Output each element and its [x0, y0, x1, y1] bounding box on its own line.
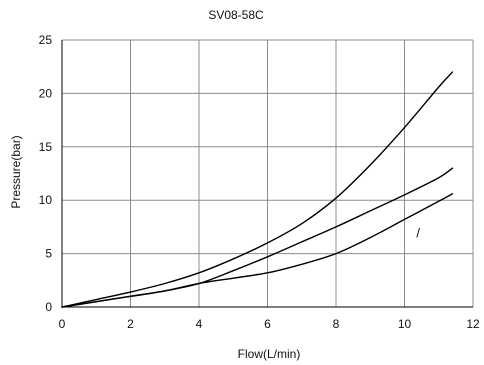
series-line-3 — [61, 193, 454, 308]
axes — [61, 40, 473, 308]
x-tick-label-4: 8 — [333, 317, 340, 331]
x-axis-title: Flow(L/min) — [238, 347, 301, 361]
annotations: / — [416, 226, 420, 241]
y-tick-label-2: 10 — [39, 193, 53, 207]
tick-labels: 0 2 4 6 8 10 12 0 5 10 15 20 25 — [39, 33, 480, 331]
y-tick-label-4: 20 — [39, 86, 53, 100]
x-tick-label-2: 4 — [196, 317, 203, 331]
grid-lines — [62, 39, 474, 307]
x-tick-label-0: 0 — [59, 317, 66, 331]
series-lines — [61, 71, 454, 308]
series-line-1 — [61, 71, 454, 308]
y-tick-label-0: 0 — [45, 300, 52, 314]
x-tick-label-6: 12 — [466, 317, 480, 331]
annotation-1: / — [416, 226, 420, 241]
series-line-2 — [61, 167, 454, 308]
chart-title: SV08-58C — [208, 8, 264, 22]
x-tick-label-5: 10 — [398, 317, 412, 331]
y-tick-label-5: 25 — [39, 33, 53, 47]
y-tick-label-1: 5 — [45, 247, 52, 261]
y-tick-label-3: 15 — [39, 140, 53, 154]
x-tick-label-1: 2 — [127, 317, 134, 331]
x-tick-label-3: 6 — [264, 317, 271, 331]
y-axis-title: Pressure(bar) — [9, 135, 23, 208]
